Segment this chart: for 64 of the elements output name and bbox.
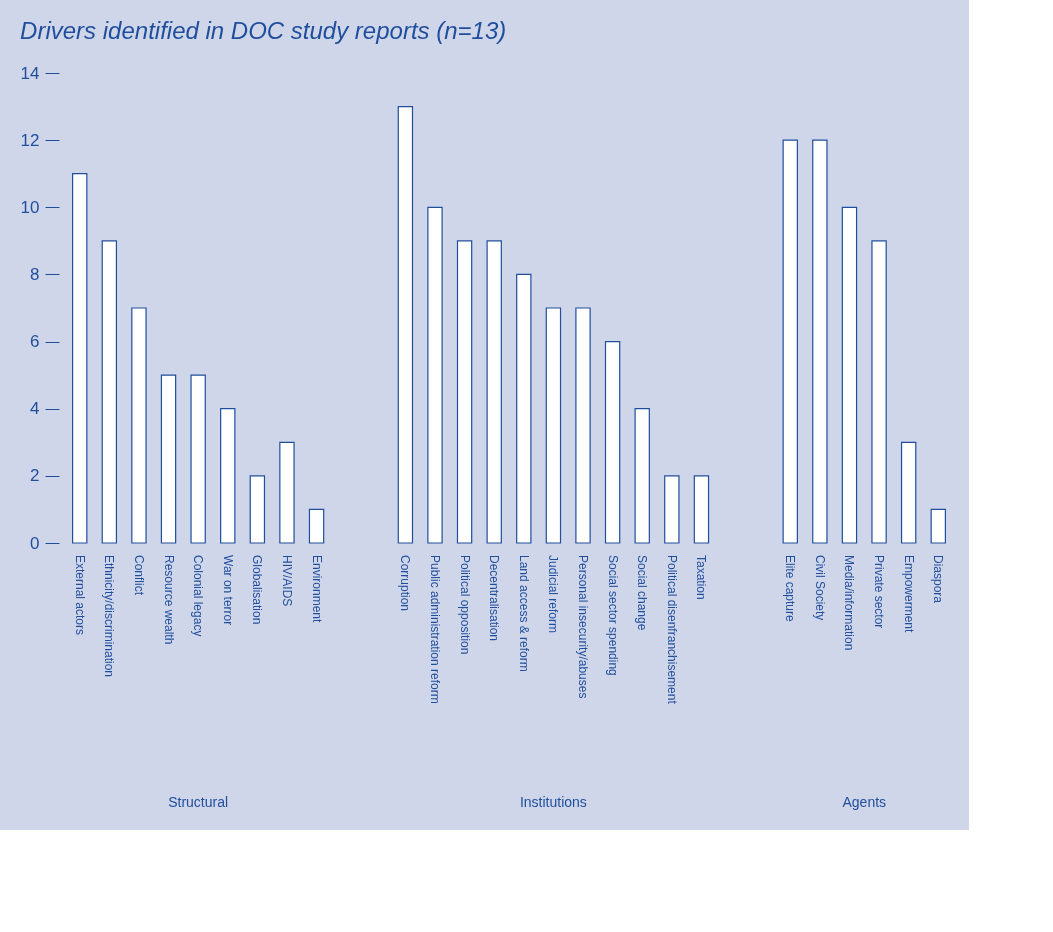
- y-tick-label: 2: [30, 466, 40, 486]
- x-tick-label: Private sector: [872, 555, 887, 629]
- bar: [604, 340, 621, 544]
- x-tick-label: Media/information: [842, 555, 857, 651]
- bar: [545, 307, 562, 544]
- bar: [871, 240, 887, 544]
- bar: [190, 374, 206, 544]
- x-tick-label: Public administration reform: [427, 555, 442, 704]
- x-tick-label: Political opposition: [457, 555, 472, 655]
- bar: [397, 105, 414, 544]
- bar: [782, 139, 798, 544]
- x-tick-label: Personal insecurity/abuses: [576, 555, 591, 699]
- text: Agents: [842, 794, 887, 810]
- bar: [101, 240, 118, 544]
- x-tick-label: War on terror: [220, 555, 235, 626]
- bar: [131, 307, 147, 544]
- x-tick-label: Judicial reform: [546, 555, 561, 634]
- bar: [486, 240, 502, 544]
- y-tick-label: 8: [30, 264, 40, 284]
- x-tick-label: Ethnicity/discrimination: [102, 555, 117, 678]
- bar: [900, 441, 917, 544]
- bar: [220, 408, 236, 544]
- bar: [308, 508, 325, 544]
- bar: [72, 173, 88, 544]
- x-tick-label: Conflict: [131, 555, 146, 596]
- bar: [634, 408, 650, 544]
- bar: [930, 508, 946, 544]
- x-tick-label: Taxation: [694, 555, 709, 600]
- bar: [160, 374, 177, 544]
- x-tick-label: Civil Society: [812, 555, 827, 621]
- y-tick-label: 12: [20, 130, 40, 150]
- text: Structural: [168, 794, 229, 810]
- x-tick-label: Corruption: [398, 555, 413, 612]
- x-tick-label: Land access & reform: [516, 555, 531, 672]
- bar: [664, 475, 680, 544]
- x-tick-label: Colonial legacy: [191, 555, 206, 637]
- bar: [812, 139, 828, 544]
- x-tick-label: External actors: [72, 555, 87, 636]
- x-tick-label: Elite capture: [783, 555, 798, 623]
- y-tick-label: 10: [20, 197, 40, 217]
- y-tick-label: 4: [30, 399, 40, 419]
- x-tick-label: Social change: [635, 555, 650, 631]
- x-tick-label: Empowerment: [901, 555, 916, 634]
- chart-title: Drivers identified in DOC study reports (n=13): [20, 17, 507, 44]
- bar: [516, 273, 532, 544]
- bar: [456, 240, 473, 544]
- bar: [693, 475, 710, 544]
- x-tick-label: Decentralisation: [487, 555, 502, 642]
- bar: [575, 307, 591, 544]
- bar: [427, 206, 443, 544]
- bar: [279, 441, 295, 544]
- x-tick-label: Social sector spending: [605, 555, 620, 676]
- y-tick-label: 6: [30, 332, 40, 352]
- x-tick-label: HIV/AIDS: [279, 555, 294, 607]
- x-tick-label: Globalisation: [250, 555, 265, 625]
- y-tick-label: 14: [20, 63, 40, 83]
- x-tick-label: Diaspora: [931, 555, 946, 604]
- x-tick-label: Political disenfranchisement: [664, 555, 679, 705]
- bar: [249, 475, 266, 544]
- text: Institutions: [519, 794, 587, 810]
- y-tick-label: 0: [30, 533, 40, 553]
- bar: [841, 206, 858, 544]
- x-tick-label: Environment: [309, 555, 324, 624]
- x-tick-label: Resource wealth: [161, 555, 176, 645]
